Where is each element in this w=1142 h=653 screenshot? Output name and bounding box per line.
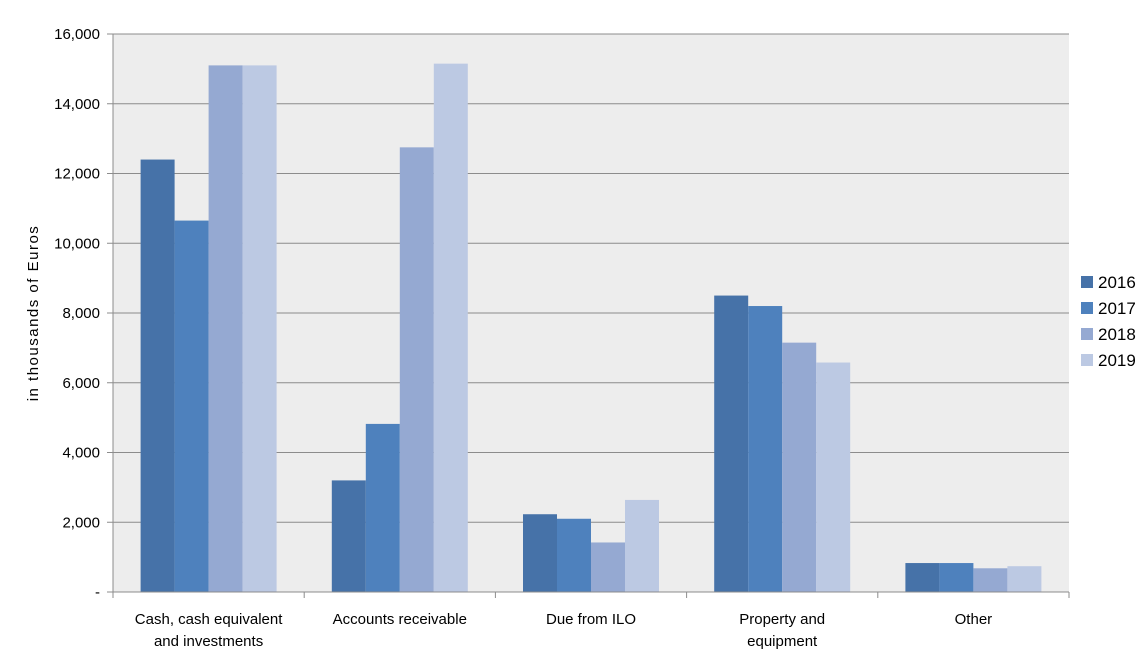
bar [399,147,434,592]
x-tick-label: Due from ILO [546,611,636,628]
x-tick-label: Property and equipment [739,611,825,650]
bars [140,63,1042,593]
y-tick-label: 16,000 [54,26,100,43]
legend-swatch [1081,276,1093,288]
bar [782,342,817,592]
bar [208,65,243,592]
y-tick-label: 10,000 [54,235,100,252]
bar [242,65,277,592]
legend-swatch [1081,302,1093,314]
x-tick-label: Cash, cash equivalent and investments [135,611,283,650]
bar [748,306,783,592]
y-tick-label: 2,000 [62,514,100,531]
x-tick-labels: Cash, cash equivalent and investments Acco… [135,611,992,650]
bar [331,480,366,592]
axes [107,33,1070,598]
bar [714,295,749,592]
bar [174,220,209,593]
bar [625,499,659,592]
legend-swatch [1081,354,1093,366]
legend-label: 2019 [1098,351,1136,370]
y-tick-label: 6,000 [62,375,100,392]
legend: 2016 2017 2018 2019 [1081,273,1136,370]
bar [365,423,400,592]
legend-label: 2017 [1098,299,1136,318]
bar [433,63,468,593]
y-tick-label: 8,000 [62,305,100,322]
y-tick-label: 12,000 [54,166,100,183]
bar [905,563,940,592]
bar [140,159,175,593]
bar [939,563,974,592]
bar [591,542,625,592]
bar [557,518,591,592]
bar [1007,566,1042,592]
y-tick-label: 4,000 [62,445,100,462]
bar [523,514,557,592]
y-tick-labels: - 2,000 4,000 6,000 8,000 10,000 12,000 14,000 1… [54,26,100,601]
x-tick-label: Other [955,611,993,628]
y-tick-label: - [95,584,100,601]
legend-swatch [1081,328,1093,340]
legend-label: 2018 [1098,325,1136,344]
legend-label: 2016 [1098,273,1136,292]
y-axis-label: in thousands of Euros [25,225,42,402]
y-tick-label: 14,000 [54,96,100,113]
x-tick-label: Accounts receivable [333,611,467,628]
bar [973,568,1008,592]
bar [816,362,851,592]
